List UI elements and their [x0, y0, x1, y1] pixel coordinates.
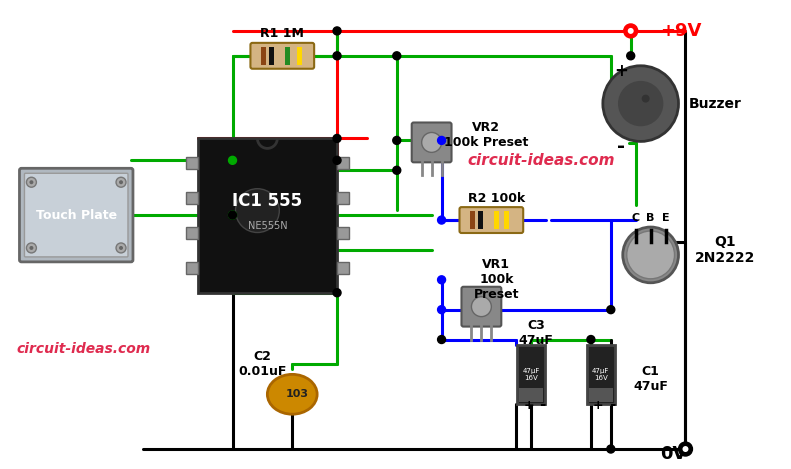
Circle shape [679, 442, 692, 456]
Circle shape [683, 446, 688, 452]
Circle shape [587, 335, 595, 343]
Bar [269, 47, 274, 65]
Text: VR1
100k
Preset: VR1 100k Preset [474, 258, 519, 301]
Bar [337, 157, 349, 169]
Circle shape [236, 189, 279, 233]
Bar [494, 211, 499, 229]
Circle shape [626, 52, 634, 60]
Circle shape [229, 156, 237, 164]
Circle shape [607, 306, 615, 314]
Text: +: + [593, 399, 604, 412]
Text: -: - [617, 137, 625, 156]
Circle shape [437, 306, 445, 314]
Circle shape [116, 243, 126, 253]
Circle shape [26, 177, 36, 187]
Ellipse shape [267, 374, 317, 414]
Circle shape [623, 227, 679, 283]
Circle shape [333, 27, 341, 35]
FancyBboxPatch shape [411, 122, 452, 162]
Circle shape [393, 136, 401, 144]
Circle shape [333, 135, 341, 143]
Bar [186, 227, 198, 239]
Circle shape [618, 81, 664, 126]
Circle shape [393, 52, 401, 60]
Bar [337, 227, 349, 239]
Bar [286, 47, 290, 65]
Text: Touch Plate: Touch Plate [36, 209, 117, 221]
Circle shape [229, 211, 237, 219]
Text: -: - [609, 397, 615, 412]
Circle shape [607, 445, 615, 453]
Circle shape [393, 166, 401, 174]
Text: C3
47uF: C3 47uF [519, 318, 554, 347]
Bar [589, 388, 613, 402]
Circle shape [422, 132, 441, 152]
Circle shape [333, 52, 341, 60]
Circle shape [471, 297, 491, 317]
Circle shape [29, 180, 33, 184]
Bar [337, 262, 349, 274]
Circle shape [26, 243, 36, 253]
Circle shape [642, 95, 649, 103]
FancyBboxPatch shape [25, 173, 128, 257]
Circle shape [229, 211, 237, 219]
Text: +: + [523, 399, 534, 412]
Circle shape [626, 27, 634, 35]
Circle shape [626, 231, 675, 279]
Text: E: E [662, 213, 669, 223]
Text: 103: 103 [286, 389, 308, 399]
Text: circuit-ideas.com: circuit-ideas.com [467, 153, 615, 168]
FancyBboxPatch shape [251, 43, 314, 69]
Text: -: - [539, 397, 546, 412]
Bar [186, 262, 198, 274]
Text: circuit-ideas.com: circuit-ideas.com [16, 342, 150, 356]
Bar [186, 192, 198, 204]
Bar [297, 47, 302, 65]
Bar [479, 211, 483, 229]
Circle shape [437, 335, 445, 343]
Circle shape [437, 276, 445, 284]
Circle shape [624, 24, 638, 38]
Circle shape [333, 156, 341, 164]
Bar [519, 388, 543, 402]
Text: VR2
100k Preset: VR2 100k Preset [445, 121, 528, 150]
Bar [198, 138, 337, 293]
FancyBboxPatch shape [461, 287, 501, 326]
Text: Q1
2N2222: Q1 2N2222 [695, 235, 755, 265]
Text: 0V: 0V [660, 445, 687, 463]
Circle shape [119, 246, 123, 250]
Bar [517, 345, 545, 404]
Text: NE555N: NE555N [248, 220, 287, 231]
Bar [337, 192, 349, 204]
Text: 47µF
16V: 47µF 16V [523, 368, 540, 381]
Bar [587, 345, 615, 404]
Bar [471, 211, 475, 229]
Circle shape [628, 28, 634, 34]
Text: R1 1M: R1 1M [260, 27, 305, 40]
Text: IC1 555: IC1 555 [233, 192, 302, 210]
Circle shape [333, 289, 341, 297]
Text: 47µF
16V: 47µF 16V [592, 368, 610, 381]
Text: C1
47uF: C1 47uF [633, 365, 668, 393]
Bar [505, 211, 509, 229]
Text: C2
0.01uF: C2 0.01uF [238, 350, 286, 378]
Text: Buzzer: Buzzer [689, 97, 742, 111]
Text: B: B [646, 213, 655, 223]
FancyBboxPatch shape [460, 207, 523, 233]
Circle shape [119, 180, 123, 184]
Text: C: C [632, 213, 640, 223]
Circle shape [437, 136, 445, 144]
Circle shape [603, 66, 679, 142]
Circle shape [437, 216, 445, 224]
Circle shape [29, 246, 33, 250]
FancyBboxPatch shape [20, 168, 133, 262]
Text: +: + [614, 62, 628, 80]
Bar [261, 47, 267, 65]
Text: +9V: +9V [660, 22, 702, 40]
Bar [186, 157, 198, 169]
Text: R2 100k: R2 100k [467, 192, 525, 204]
Circle shape [116, 177, 126, 187]
